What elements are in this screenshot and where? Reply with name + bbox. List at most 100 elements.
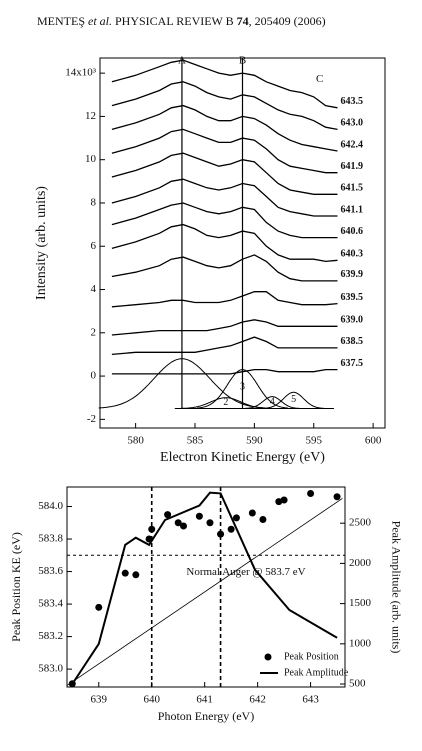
spectrum-label: 639.0 <box>341 315 364 326</box>
fit-component <box>180 397 272 409</box>
scatter-point <box>121 569 129 577</box>
y-tick-label: 2 <box>91 326 97 338</box>
y-tick-label: -2 <box>87 413 96 425</box>
spectrum-label: 643.5 <box>341 96 364 107</box>
amplitude-line <box>71 491 338 685</box>
journal: PHYSICAL REVIEW B <box>115 14 234 28</box>
scatter-point <box>280 496 288 504</box>
volume: 74 <box>237 14 249 28</box>
plot-frame <box>66 486 346 688</box>
x-axis-title: Photon Energy (eV) <box>158 709 254 723</box>
scatter-point <box>333 493 341 501</box>
x-axis-title: Electron Kinetic Energy (eV) <box>160 450 325 465</box>
fit-component <box>197 369 288 409</box>
x-tick-label: 639 <box>91 694 108 706</box>
scatter-point <box>248 509 256 517</box>
reference-label: Normal Auger @ 583.7 eV <box>186 566 305 578</box>
scatter-point <box>179 522 187 530</box>
legend-symbol <box>264 653 272 661</box>
spectrum-label: 640.6 <box>341 226 364 237</box>
running-header: MENTEŞ et al. PHYSICAL REVIEW B 74, 2054… <box>37 14 326 28</box>
spectrum-label: 638.5 <box>341 336 364 347</box>
reference-label: B <box>239 55 246 67</box>
scatter-point <box>164 511 172 519</box>
reference-label: A <box>178 55 186 67</box>
spectrum <box>111 128 338 174</box>
y-axis-title: Intensity (arb. units) <box>34 186 49 300</box>
y-tick-label: 10 <box>85 153 97 165</box>
scatter-point <box>174 519 182 527</box>
y2-tick-label: 2000 <box>349 557 372 569</box>
spectrum <box>111 152 338 195</box>
y-tick-label: 584.0 <box>38 500 63 512</box>
legend-label: Peak Position <box>284 651 339 662</box>
y-tick-label: 583.8 <box>38 533 63 545</box>
spectrum <box>111 368 338 375</box>
scatter-point <box>259 516 267 524</box>
fit-component <box>263 391 324 409</box>
x-tick-label: 643 <box>302 694 319 706</box>
scatter-point <box>307 490 315 498</box>
scatter-point <box>148 525 156 533</box>
y2-tick-label: 500 <box>349 678 366 690</box>
spectrum-label: 640.3 <box>341 249 364 260</box>
y-tick-label: 6 <box>91 240 97 252</box>
x-tick-label: 640 <box>143 694 160 706</box>
scatter-point <box>227 525 235 533</box>
scatter-point <box>95 603 103 611</box>
y2-tick-label: 2500 <box>349 517 372 529</box>
spectrum-label: 639.9 <box>341 269 364 280</box>
spectrum <box>111 59 338 109</box>
y-tick-label: 8 <box>91 197 97 209</box>
spectrum-label: 639.5 <box>341 292 364 303</box>
spectrum <box>111 178 338 217</box>
x-tick-label: 595 <box>306 435 323 447</box>
x-tick-label: 580 <box>127 435 144 447</box>
spectrum <box>111 291 338 308</box>
x-tick-label: 585 <box>187 435 204 447</box>
component-label: 3 <box>240 381 245 392</box>
y-tick-label: 12 <box>85 110 96 122</box>
y-tick-label: 583.2 <box>38 630 63 642</box>
scatter-point <box>195 512 203 520</box>
legend-label: Peak Amplitude <box>284 667 349 678</box>
y2-axis-title: Peak Amplitude (arb. units) <box>389 521 403 654</box>
fit-component <box>245 396 300 409</box>
x-tick-label: 590 <box>246 435 263 447</box>
y2-tick-label: 1000 <box>349 637 372 649</box>
y-tick-label: 583.6 <box>38 565 63 577</box>
y-tick-label: 14x10³ <box>65 67 97 79</box>
scatter-point <box>206 519 214 527</box>
y2-tick-label: 1500 <box>349 597 372 609</box>
y-tick-label: 4 <box>91 283 97 295</box>
pages: , 205409 (2006) <box>249 14 326 28</box>
spectrum <box>111 81 338 131</box>
annotation: C <box>316 73 323 85</box>
spectrum-label: 642.4 <box>341 139 364 150</box>
component-label: 2 <box>223 397 228 408</box>
spectrum-label: 641.1 <box>341 204 364 215</box>
scatter-point <box>275 498 283 506</box>
spectrum <box>111 104 338 152</box>
component-label: 4 <box>270 396 275 407</box>
fit-component <box>98 358 266 409</box>
y-tick-label: 583.0 <box>38 663 63 675</box>
spectrum-label: 637.5 <box>341 358 364 369</box>
scatter-point <box>217 530 225 538</box>
scatter-point <box>232 514 240 522</box>
x-tick-label: 641 <box>196 694 213 706</box>
spectrum <box>111 336 338 356</box>
y-tick-label: 0 <box>91 370 97 382</box>
x-tick-label: 642 <box>249 694 266 706</box>
spectrum <box>111 202 338 239</box>
x-tick-label: 600 <box>365 435 382 447</box>
spectrum-label: 643.0 <box>341 118 364 129</box>
scatter-point <box>132 571 140 579</box>
et-al: et al. <box>88 14 112 28</box>
y-tick-label: 583.4 <box>38 598 63 610</box>
spectrum-label: 641.5 <box>341 183 364 194</box>
spectrum <box>111 254 338 282</box>
y-axis-title: Peak Position KE (eV) <box>9 532 23 642</box>
spectrum <box>111 319 338 336</box>
